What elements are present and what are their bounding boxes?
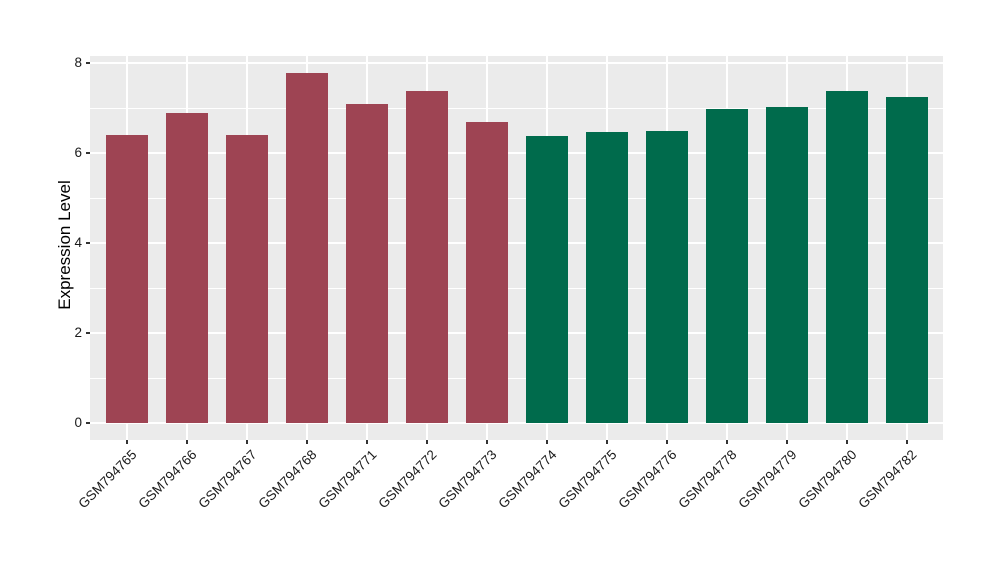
horizontal-minor-gridline [90,198,943,199]
x-axis-tick [426,440,428,444]
x-axis-tick-label: GSM794782 [855,447,920,512]
y-axis-tick [86,152,90,154]
bar [226,134,268,423]
x-axis-tick-label: GSM794767 [195,447,260,512]
bar [766,106,808,423]
x-axis-tick-label: GSM794774 [495,447,560,512]
y-axis-tick-label: 0 [74,415,82,430]
x-axis-tick [786,440,788,444]
y-axis-tick-label: 2 [74,325,82,340]
bar [346,103,388,423]
x-axis-tick-label: GSM794778 [675,447,740,512]
y-axis-tick-label: 6 [74,145,82,160]
bar [106,134,148,423]
x-axis-tick-label: GSM794776 [615,447,680,512]
x-axis-tick-label: GSM794772 [375,447,440,512]
x-axis-tick [186,440,188,444]
x-axis-tick [546,440,548,444]
x-axis-tick [606,440,608,444]
bar [826,90,868,423]
horizontal-minor-gridline [90,108,943,109]
x-axis-tick-label: GSM794779 [735,447,800,512]
x-axis-tick [666,440,668,444]
x-axis-tick-label: GSM794780 [795,447,860,512]
y-axis-tick [86,62,90,64]
y-axis-tick [86,422,90,424]
x-axis-tick [846,440,848,444]
x-axis-tick-label: GSM794765 [75,447,140,512]
bar [706,109,748,423]
y-axis-tick [86,242,90,244]
x-axis-tick-label: GSM794768 [255,447,320,512]
horizontal-major-gridline [90,242,943,244]
horizontal-major-gridline [90,62,943,64]
bar [406,90,448,423]
bar [166,112,208,423]
x-axis-tick-label: GSM794775 [555,447,620,512]
horizontal-major-gridline [90,422,943,424]
bar [466,121,508,423]
x-axis-tick-label: GSM794766 [135,447,200,512]
bar [646,130,688,423]
y-axis-tick [86,332,90,334]
horizontal-major-gridline [90,332,943,334]
bar [886,96,928,423]
bar [286,73,328,423]
plot-panel [90,56,943,440]
x-axis-tick [726,440,728,444]
bar [526,135,568,423]
x-axis-tick [906,440,908,444]
bar [586,131,628,423]
x-axis-tick-label: GSM794773 [435,447,500,512]
y-axis-tick-label: 4 [74,235,82,250]
x-axis-tick-label: GSM794771 [315,447,380,512]
x-axis-tick [306,440,308,444]
x-axis-tick [486,440,488,444]
x-axis-tick [126,440,128,444]
x-axis-tick [246,440,248,444]
y-axis-tick-label: 8 [74,55,82,70]
horizontal-minor-gridline [90,288,943,289]
horizontal-minor-gridline [90,378,943,379]
horizontal-major-gridline [90,152,943,154]
x-axis-tick [366,440,368,444]
